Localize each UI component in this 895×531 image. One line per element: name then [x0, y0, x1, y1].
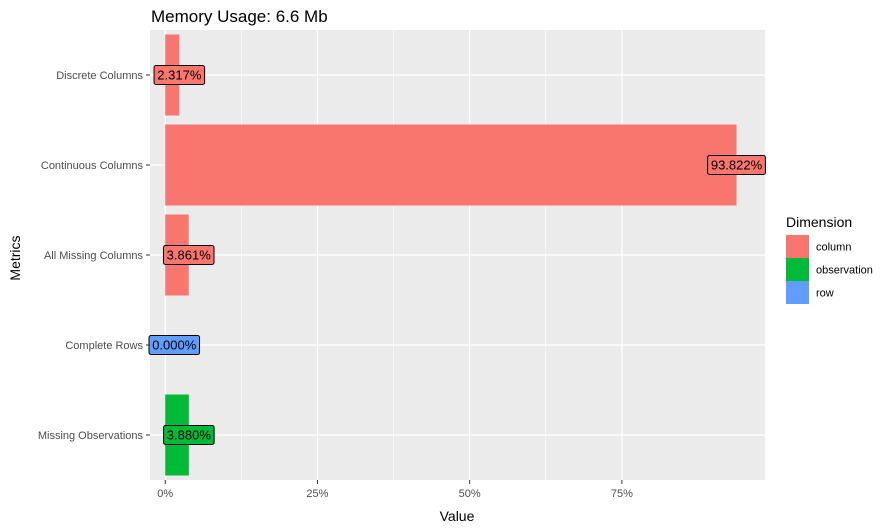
data-label-text: 93.822% [711, 158, 763, 173]
data-label: 93.822% [707, 155, 766, 175]
x-tick-label: 75% [611, 488, 633, 500]
bars [165, 34, 737, 476]
legend-swatch [786, 235, 809, 258]
data-label-text: 2.317% [157, 68, 202, 83]
bar [165, 124, 737, 206]
y-axis-title: Metrics [7, 235, 23, 280]
legend-swatch [786, 281, 809, 304]
x-tick-label: 50% [459, 488, 481, 500]
y-tick-label: All Missing Columns [44, 250, 144, 262]
chart-title: Memory Usage: 6.6 Mb [151, 7, 328, 26]
data-label-box [163, 425, 215, 445]
legend-swatch [786, 258, 809, 281]
legend: Dimension column observation row [786, 214, 873, 304]
data-label-text: 0.000% [152, 338, 197, 353]
y-tick-label: Complete Rows [65, 340, 143, 352]
data-label: 2.317% [153, 65, 206, 85]
y-tick-label: Discrete Columns [56, 70, 143, 82]
data-label-box [153, 65, 206, 85]
legend-label: column [816, 242, 851, 254]
data-label: 3.880% [163, 425, 215, 445]
data-label: 0.000% [148, 335, 201, 355]
x-axis-title: Value [440, 508, 475, 524]
x-tick-label: 0% [157, 488, 173, 500]
x-tick-label: 25% [306, 488, 328, 500]
data-label-text: 3.861% [167, 248, 212, 263]
y-tick-label: Continuous Columns [41, 160, 144, 172]
data-label-box [162, 245, 215, 265]
legend-label: row [816, 288, 834, 300]
y-axis: Discrete Columns Continuous Columns All Mi… [38, 70, 150, 442]
data-label-text: 3.880% [167, 428, 212, 443]
data-label-box [707, 155, 766, 175]
legend-title: Dimension [786, 214, 852, 230]
legend-label: observation [816, 265, 873, 277]
x-axis: 0% 25% 50% 75% [157, 480, 633, 500]
data-label: 3.861% [162, 245, 215, 265]
y-tick-label: Missing Observations [38, 430, 144, 442]
